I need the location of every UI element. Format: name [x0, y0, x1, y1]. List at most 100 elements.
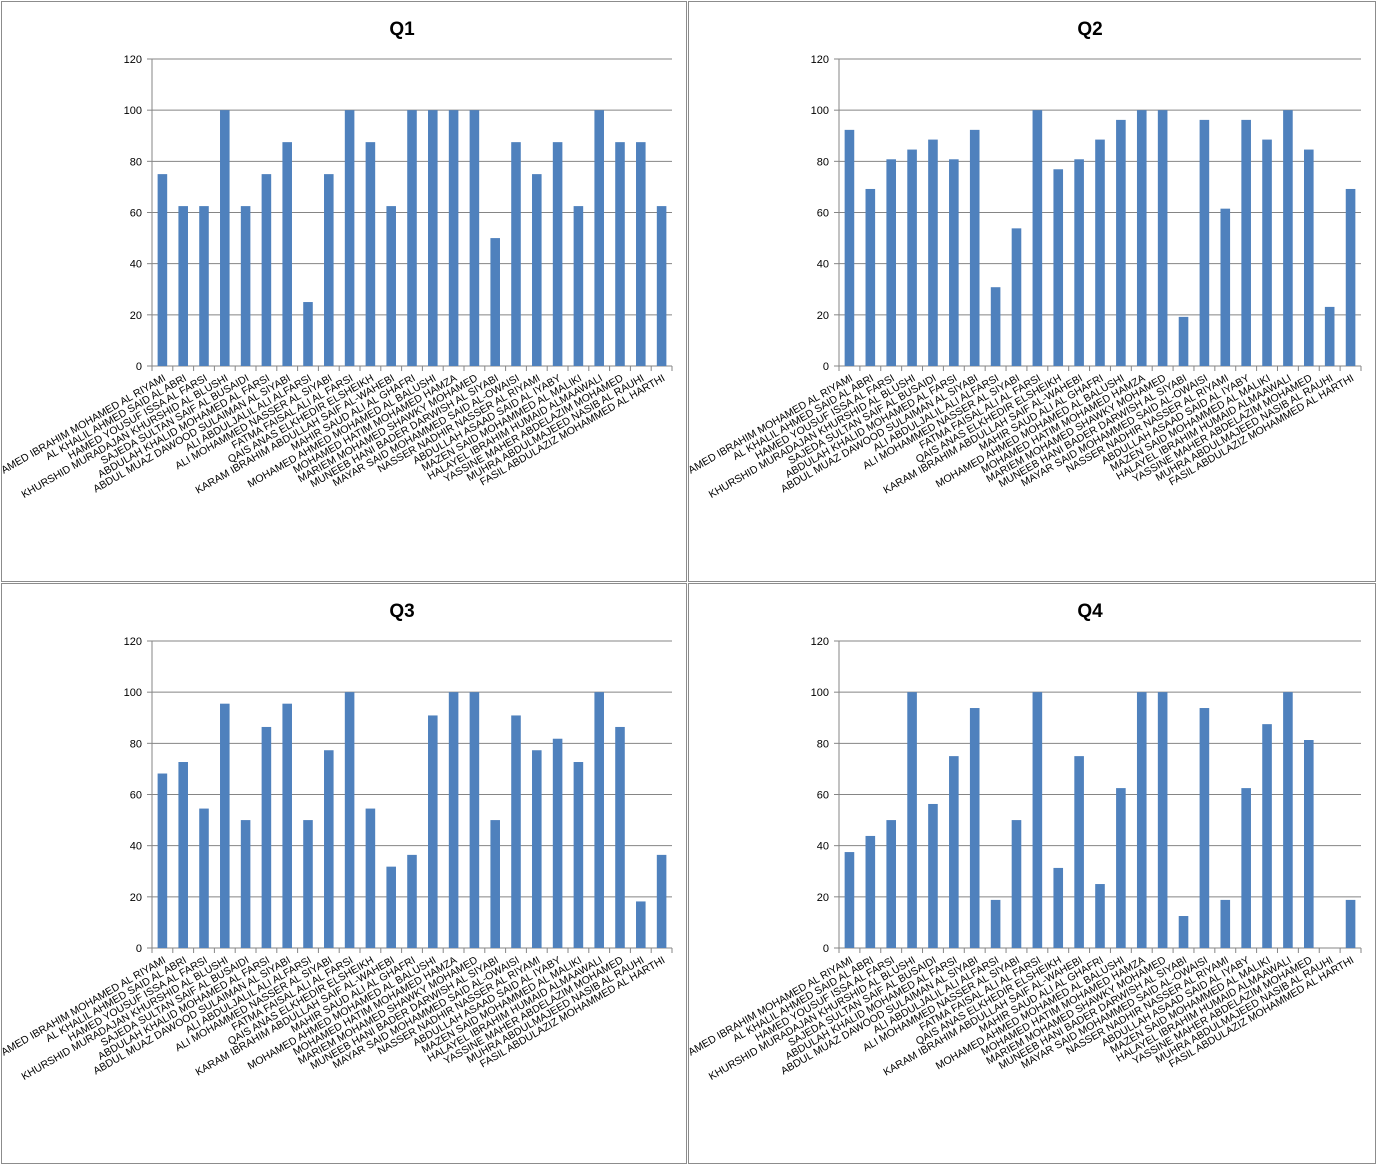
bar: [886, 820, 897, 948]
bar: [490, 238, 500, 366]
chart-panel-q3: Q3 0 20 40 60 80 100 120 AMED IBRAHIM MOHAMED AL…: [1, 583, 687, 1164]
bar: [178, 206, 188, 366]
bar: [552, 142, 563, 366]
bar: [990, 899, 1001, 948]
y-tick-label: 120: [811, 636, 829, 648]
bar: [448, 110, 459, 367]
bar: [844, 129, 855, 366]
bar: [199, 206, 209, 366]
bar: [1095, 884, 1105, 948]
bar: [1136, 110, 1147, 367]
y-tick-label: 100: [124, 105, 142, 117]
bar: [1032, 692, 1043, 948]
bar: [1053, 867, 1064, 948]
bar: [324, 750, 334, 948]
bar: [615, 142, 625, 366]
bar: [386, 866, 396, 948]
bar: [1116, 119, 1126, 366]
bar: [469, 110, 480, 367]
bar: [1074, 159, 1084, 366]
bar: [532, 750, 542, 948]
bar: [1283, 692, 1293, 948]
bar: [573, 762, 584, 948]
bar: [240, 206, 251, 366]
y-tick-label: 20: [817, 310, 829, 322]
bar: [928, 139, 938, 366]
bar: [594, 692, 604, 948]
bar: [220, 110, 230, 367]
bar: [1220, 208, 1231, 366]
y-tick-label: 80: [130, 156, 142, 168]
bar: [532, 174, 542, 366]
bar: [220, 703, 230, 948]
bar: [573, 206, 584, 366]
bar: [178, 762, 188, 948]
bar: [303, 302, 313, 366]
bar: [949, 756, 959, 948]
bar: [1345, 188, 1356, 366]
bar: [386, 206, 396, 366]
bar: [469, 692, 480, 948]
bar: [1136, 692, 1147, 948]
bar: [1095, 139, 1105, 366]
bar: [1157, 692, 1168, 948]
bar: [199, 808, 209, 948]
bar: [490, 820, 500, 948]
bar: [428, 715, 438, 948]
bar: [1074, 756, 1084, 948]
y-tick-label: 80: [817, 738, 829, 750]
bar: [365, 142, 376, 366]
bar: [344, 692, 355, 948]
y-tick-label: 20: [817, 892, 829, 904]
bar: [261, 726, 272, 948]
chart-panel-q2: Q2 0 20 40 60 80 100 120 AMED IBRAHIM MOHAMED AL…: [688, 1, 1376, 582]
bar: [552, 738, 563, 948]
y-tick-label: 0: [136, 361, 142, 373]
bar: [1011, 820, 1022, 948]
chart-title: Q2: [1077, 19, 1102, 40]
bar: [656, 854, 667, 948]
bar: [1262, 724, 1272, 948]
chart-panel-q4: Q4 0 20 40 60 80 100 120 AMED IBRAHIM MOHAMED AL…: [688, 583, 1376, 1164]
bar: [511, 715, 521, 948]
bar: [1199, 708, 1210, 948]
bar: [344, 110, 355, 367]
bar: [157, 174, 168, 366]
bar: [407, 854, 417, 948]
y-tick-label: 120: [124, 636, 142, 648]
y-tick-label: 40: [817, 259, 829, 271]
y-tick-label: 40: [817, 841, 829, 853]
chart-title: Q1: [389, 19, 415, 40]
bar: [636, 901, 646, 948]
bar: [1303, 149, 1314, 366]
y-tick-label: 40: [130, 841, 142, 853]
bar: [1241, 788, 1251, 948]
y-tick-label: 60: [130, 790, 142, 802]
y-tick-label: 0: [823, 361, 829, 373]
bar: [324, 174, 334, 366]
bar: [365, 808, 376, 948]
bar: [240, 820, 251, 948]
y-tick-label: 100: [811, 105, 829, 117]
y-tick-label: 40: [130, 259, 142, 271]
y-tick-label: 0: [823, 943, 829, 955]
y-tick-label: 100: [124, 687, 142, 699]
y-tick-label: 20: [130, 310, 142, 322]
bar: [1241, 119, 1251, 366]
bar: [907, 692, 917, 948]
bar: [1011, 228, 1022, 366]
bar: [511, 142, 521, 366]
y-tick-label: 120: [811, 54, 829, 66]
bar: [157, 773, 168, 948]
y-tick-label: 60: [817, 790, 829, 802]
y-tick-label: 80: [817, 156, 829, 168]
bar: [1178, 916, 1189, 948]
bar: [615, 726, 625, 948]
bar: [656, 206, 667, 366]
bar: [303, 820, 313, 948]
bar: [1345, 899, 1356, 948]
bar: [1283, 110, 1293, 367]
